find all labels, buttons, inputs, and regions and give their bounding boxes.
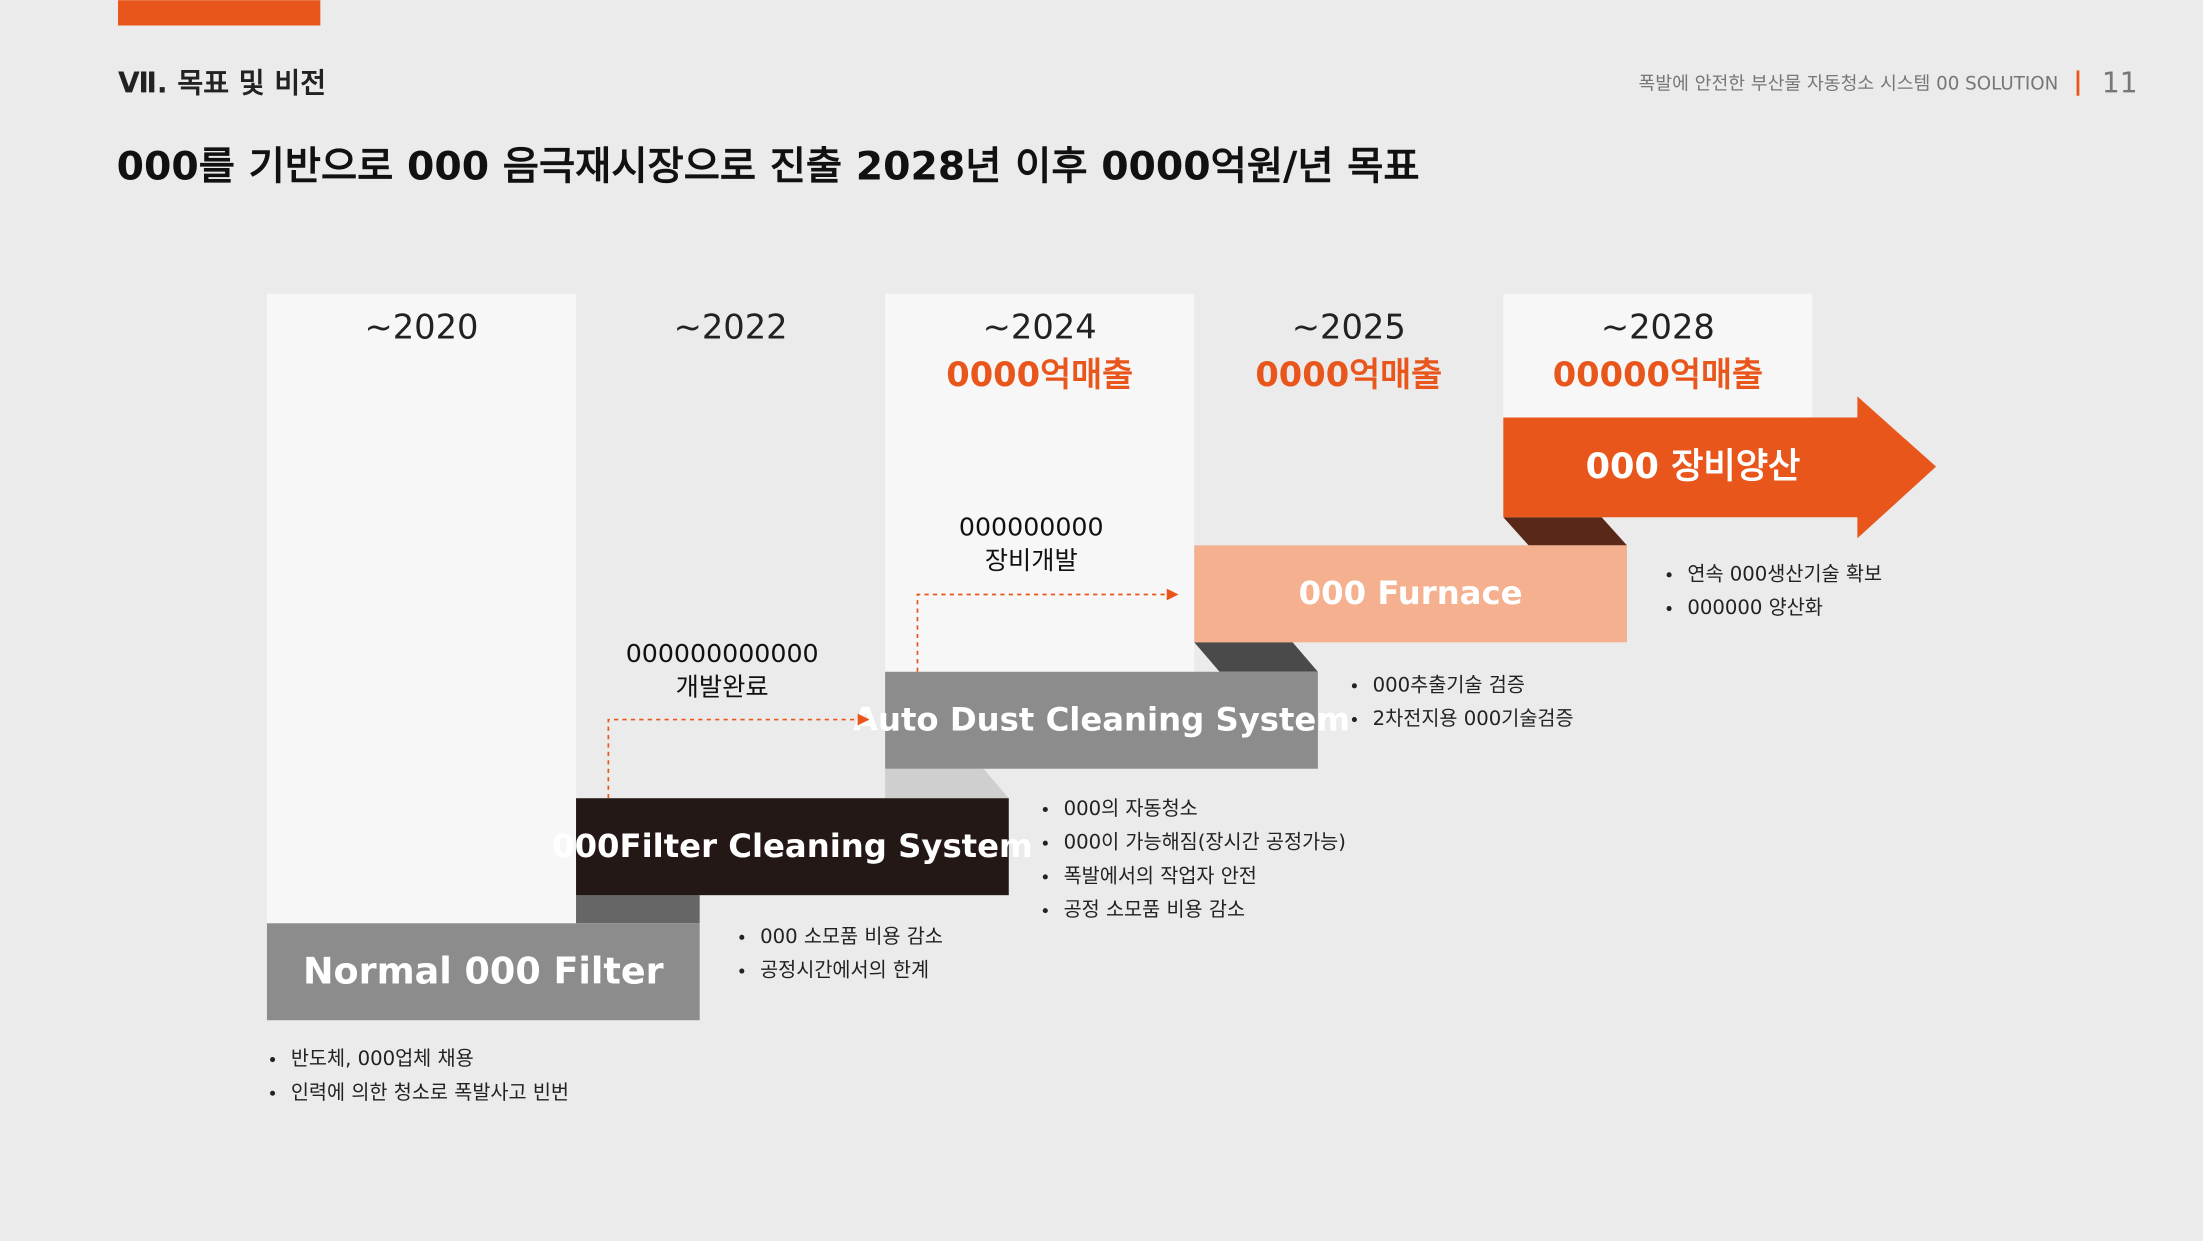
bullet-text: 공정시간에서의 한계 xyxy=(760,959,929,982)
column-bg xyxy=(1503,293,1813,418)
bullet-text: 000 소모품 비용 감소 xyxy=(760,925,943,948)
year-label: ~2020 xyxy=(364,307,478,346)
stage-box xyxy=(885,671,1318,769)
bullet-text: 폭발에서의 작업자 안전 xyxy=(1064,864,1257,887)
accent-bar xyxy=(118,0,321,26)
headline: 000를 기반으로 000 음극재시장으로 진출 2028년 이후 0000억원… xyxy=(117,143,1420,189)
milestone-arrow xyxy=(607,713,870,799)
fold xyxy=(1194,642,1318,672)
column-bg xyxy=(266,293,577,924)
stage-label: 000 Furnace xyxy=(1299,574,1523,612)
bullet-dot xyxy=(270,1057,276,1063)
page-number: 11 xyxy=(2102,67,2138,100)
bullet-dot xyxy=(270,1090,276,1096)
stage-box xyxy=(266,923,700,1021)
bullet-text: 인력에 의한 청소로 폭발사고 빈번 xyxy=(291,1081,569,1104)
bullet-dot xyxy=(1042,908,1048,914)
stage-box xyxy=(576,798,1009,896)
milestone-text: 000000000000 xyxy=(626,639,819,668)
milestone-text: 000000000 xyxy=(959,512,1104,541)
fold xyxy=(885,768,1009,799)
stage-box xyxy=(1194,545,1627,643)
doc-title: 폭발에 안전한 부산물 자동청소 시스템 00 SOLUTION xyxy=(1639,74,2059,95)
bullet-dot xyxy=(739,968,745,974)
bullet-dot xyxy=(739,934,745,940)
year-label: ~2025 xyxy=(1292,307,1406,346)
milestone-arrow xyxy=(916,588,1179,672)
bullet-text: 2차전지용 000기술검증 xyxy=(1373,707,1574,730)
bullet-text: 000000 양산화 xyxy=(1687,596,1823,619)
bullet-dot xyxy=(1351,717,1357,723)
bullet-dot xyxy=(1042,874,1048,880)
bullet-text: 연속 000생산기술 확보 xyxy=(1687,562,1882,585)
milestone-text: 장비개발 xyxy=(985,546,1078,575)
bullet-dot xyxy=(1666,572,1672,578)
stage-label: 000 장비양산 xyxy=(1586,446,1801,487)
bullet-text: 반도체, 000업체 채용 xyxy=(291,1047,474,1070)
sales-label: 00000억매출 xyxy=(1553,355,1763,394)
bullet-text: 000이 가능해짐(장시간 공정가능) xyxy=(1064,831,1346,854)
milestone-text: 개발완료 xyxy=(676,673,769,702)
bullet-dot xyxy=(1042,806,1048,812)
year-label: ~2028 xyxy=(1601,307,1715,346)
section-title: Ⅶ. 목표 및 비전 xyxy=(118,67,326,100)
fold xyxy=(1503,517,1627,546)
year-label: ~2022 xyxy=(674,307,788,346)
bullet-dot xyxy=(1042,840,1048,846)
bullet-text: 000추출기술 검증 xyxy=(1373,673,1525,696)
bullet-dot xyxy=(1666,606,1672,612)
bullet-text: 공정 소모품 비용 감소 xyxy=(1064,898,1246,921)
fold xyxy=(576,895,700,924)
stage-label: Auto Dust Cleaning System xyxy=(853,701,1350,739)
sales-label: 0000억매출 xyxy=(946,355,1133,394)
stage-label: 000Filter Cleaning System xyxy=(552,827,1033,865)
column-bg xyxy=(885,293,1195,672)
bullet-text: 000의 자동청소 xyxy=(1064,797,1198,820)
year-label: ~2024 xyxy=(983,307,1097,346)
stage-label: Normal 000 Filter xyxy=(303,950,664,993)
stage-arrow xyxy=(1503,396,1937,539)
sales-label: 0000억매출 xyxy=(1255,355,1442,394)
bullet-dot xyxy=(1351,683,1357,689)
